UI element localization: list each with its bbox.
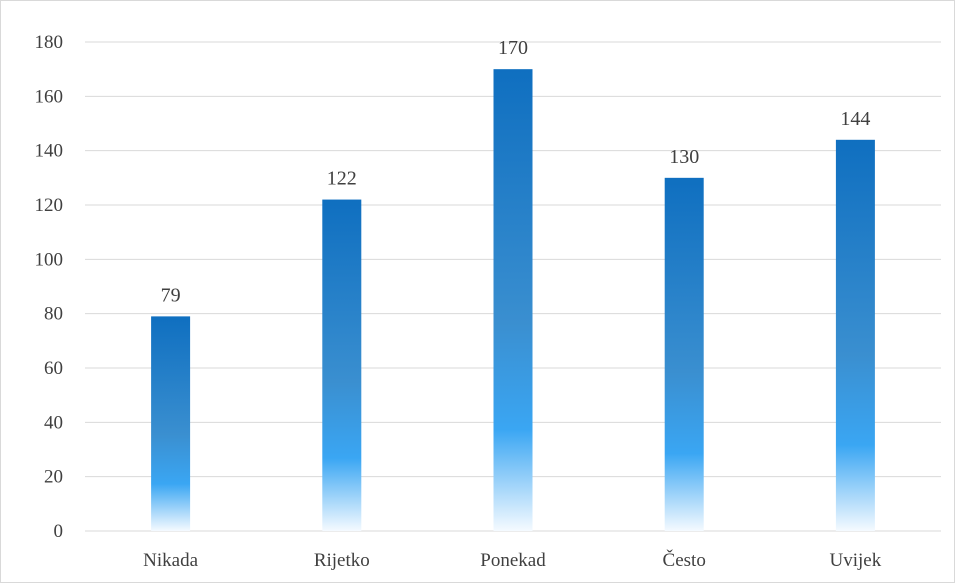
bar-nikada (151, 316, 191, 531)
y-tick-label: 20 (44, 467, 63, 488)
data-label: 170 (498, 37, 528, 59)
x-tick-label: Uvijek (830, 550, 882, 571)
data-label: 79 (161, 284, 181, 306)
x-tick-label: Često (663, 549, 706, 571)
y-tick-label: 140 (35, 141, 64, 162)
y-tick-label: 80 (44, 304, 63, 325)
data-labels: 79 122 170 130 144 (161, 37, 871, 306)
x-tick-label: Nikada (143, 550, 198, 571)
bar-uvijek (835, 139, 875, 532)
y-tick-label: 60 (44, 358, 63, 379)
y-tick-label: 160 (35, 86, 64, 107)
bars (151, 69, 875, 532)
bar-rijetko (322, 199, 362, 532)
data-label: 122 (327, 168, 357, 190)
x-axis: Nikada Rijetko Ponekad Često Uvijek (143, 549, 882, 571)
y-tick-label: 100 (35, 249, 64, 270)
y-tick-label: 40 (44, 412, 63, 433)
bar-ponekad (493, 69, 533, 532)
x-tick-label: Rijetko (314, 550, 370, 571)
data-label: 130 (669, 146, 699, 168)
data-label: 144 (840, 108, 870, 130)
y-tick-label: 180 (35, 32, 64, 53)
y-tick-label: 0 (54, 521, 64, 542)
y-tick-label: 120 (35, 195, 64, 216)
y-axis: 0 20 40 60 80 100 120 140 160 180 (35, 32, 64, 542)
x-tick-label: Ponekad (480, 550, 546, 571)
bar-često (664, 177, 704, 532)
